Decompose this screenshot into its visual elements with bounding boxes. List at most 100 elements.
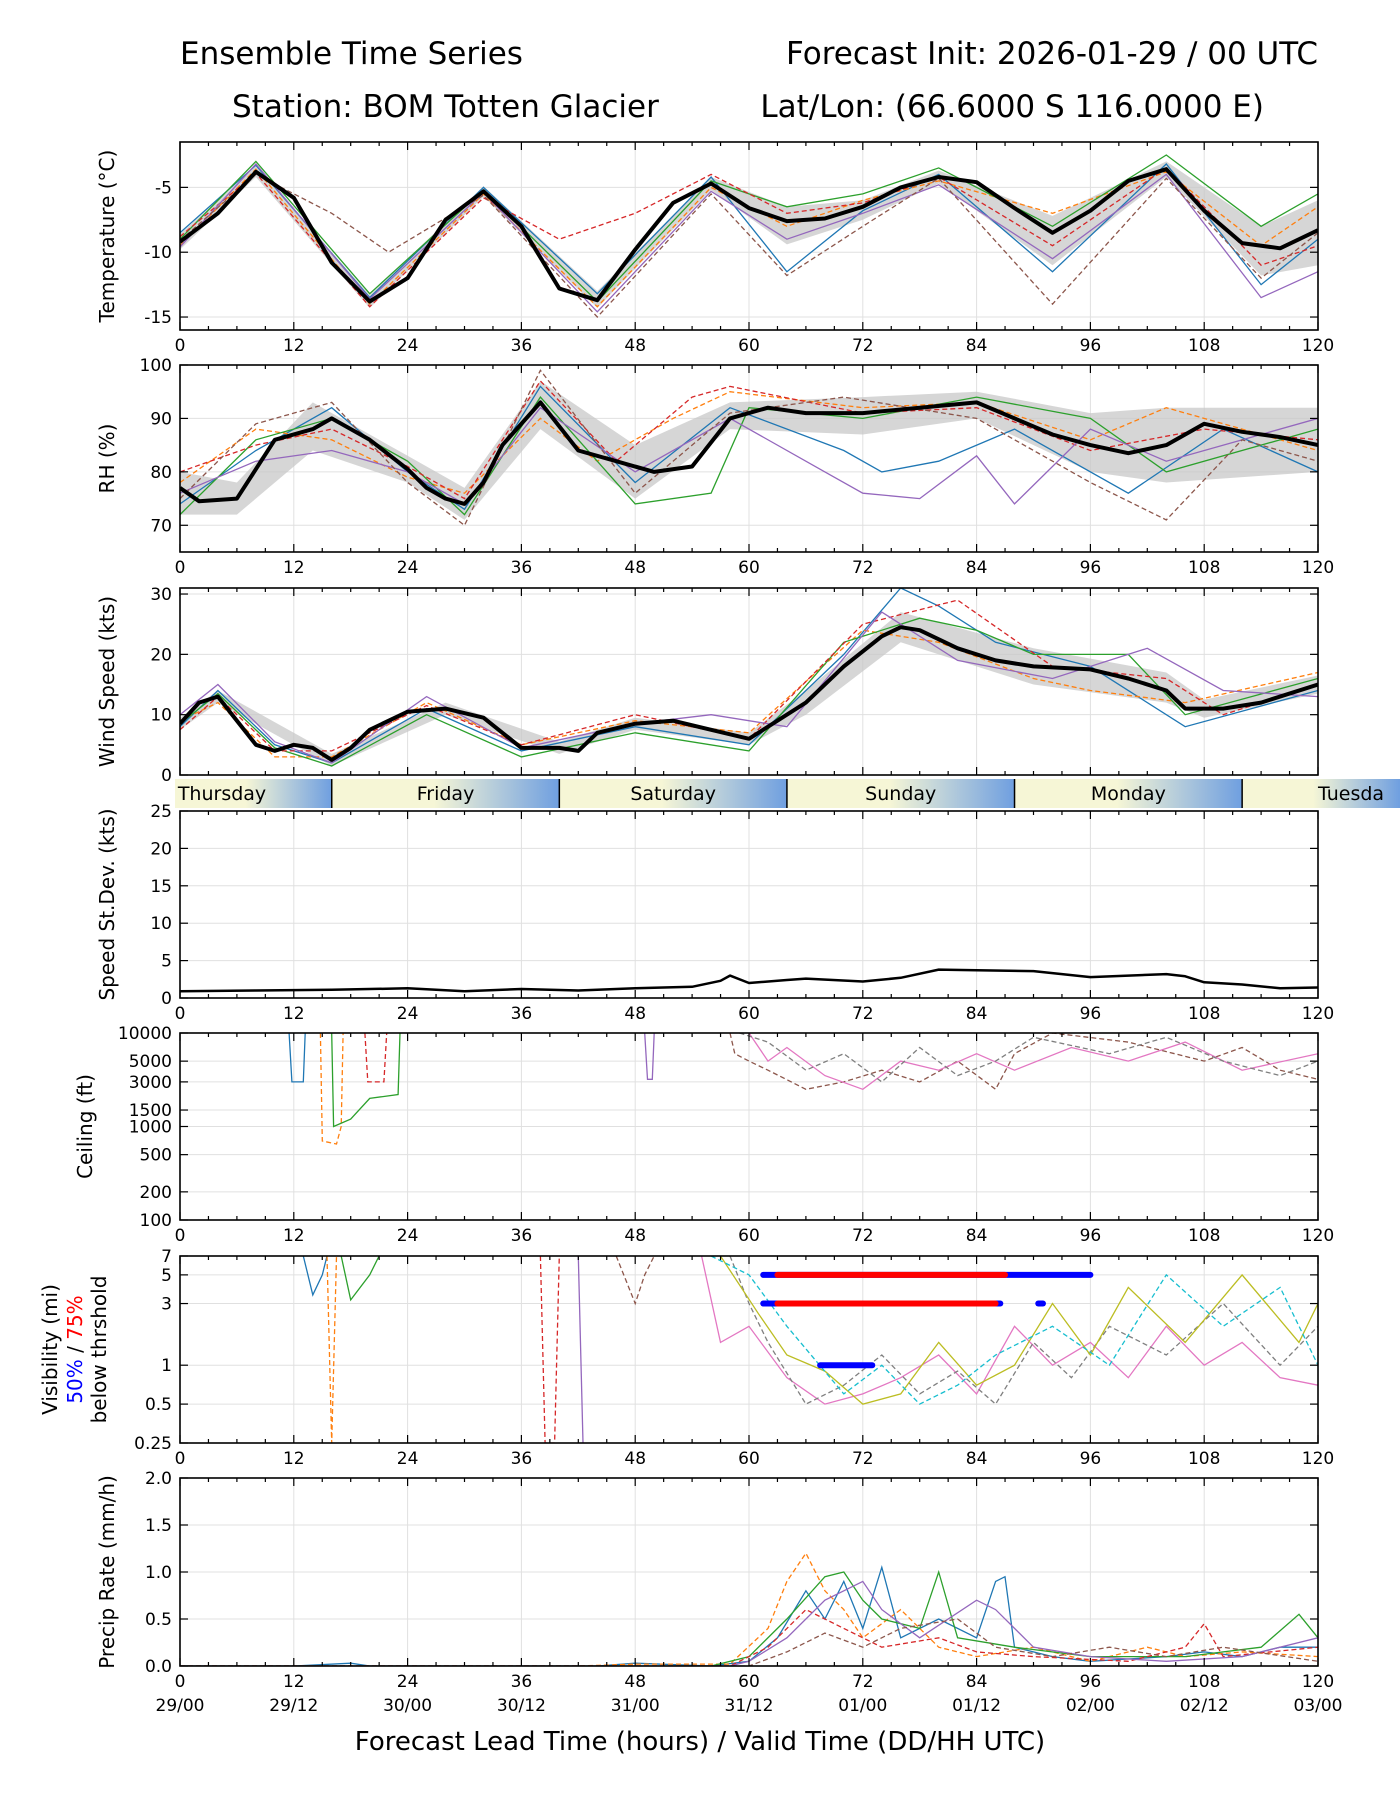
x-tick-label: 120 — [1302, 1672, 1334, 1692]
member-line — [577, 1256, 584, 1443]
y-tick-label: -15 — [144, 308, 172, 328]
x-tick-label: 24 — [397, 1672, 419, 1692]
y-tick-label: 20 — [150, 645, 172, 665]
panel-rh: 0 12 24 36 48 60 72 84 96 108 120 70 80 90 100 RH (%) — [95, 356, 1334, 578]
y-tick-label: 0.5 — [145, 1610, 172, 1630]
x-tick-label: 84 — [966, 1004, 988, 1024]
x-tick-label: 108 — [1188, 1226, 1220, 1246]
y-tick-label: 1.5 — [145, 1516, 172, 1536]
series-group — [288, 1033, 1318, 1145]
x-tick-label: 36 — [511, 1004, 533, 1024]
x-tick-label: 120 — [1302, 1449, 1334, 1469]
y-tick-label: 0.5 — [145, 1395, 172, 1415]
member-line — [180, 369, 1318, 527]
member-line — [180, 1569, 1318, 1666]
ensemble-mean-line — [180, 968, 1318, 993]
spread-band — [180, 612, 1318, 766]
y-tick-label: 500 — [140, 1146, 172, 1166]
y-tick-label: 0.0 — [145, 1657, 172, 1677]
x-tick-label: 0 — [175, 336, 186, 356]
member-line — [180, 1618, 1318, 1666]
member-line — [539, 1256, 560, 1443]
y-tick-label: -10 — [144, 243, 172, 263]
panel-speed_stdev: 0 12 24 36 48 60 72 84 96 108 120 0 5 10 15 20 25 Speed S… — [95, 802, 1334, 1024]
member-line — [302, 1256, 328, 1297]
x-tick-label: 120 — [1302, 1004, 1334, 1024]
x-tick-label: 12 — [283, 1672, 305, 1692]
y-axis-legend: 50% / 75% — [63, 1295, 87, 1403]
x-axis-valid-times: 29/00 29/12 30/00 30/12 31/00 31/12 01/00 01/12… — [156, 1696, 1343, 1716]
x-tick-label: 96 — [1080, 1226, 1102, 1246]
valid-time-label: 01/12 — [952, 1696, 1001, 1716]
y-tick-label: 0 — [161, 989, 172, 1009]
y-axis-label: Temperature (°C) — [95, 150, 119, 324]
y-tick-label: 3000 — [129, 1073, 172, 1093]
x-tick-label: 0 — [175, 1672, 186, 1692]
y-tick-label: 15 — [150, 877, 172, 897]
x-tick-label: 48 — [624, 336, 646, 356]
member-line — [180, 406, 1318, 505]
valid-time-label: 29/12 — [269, 1696, 318, 1716]
title-left-line2: Station: BOM Totten Glacier — [232, 89, 659, 125]
day-cell — [1242, 779, 1400, 808]
y-tick-label: 1000 — [129, 1118, 172, 1138]
x-tick-label: 72 — [852, 1226, 874, 1246]
x-tick-label: 12 — [283, 558, 305, 578]
y-tick-label: 80 — [150, 463, 172, 483]
x-tick-label: 72 — [852, 1449, 874, 1469]
x-tick-label: 48 — [624, 1226, 646, 1246]
valid-time-label: 03/00 — [1294, 1696, 1343, 1716]
member-line — [288, 1033, 306, 1083]
y-tick-label: 1500 — [129, 1101, 172, 1121]
grid — [179, 810, 1319, 999]
day-cell — [1014, 779, 1243, 808]
x-tick-label: 48 — [624, 1449, 646, 1469]
x-tick-label: 72 — [852, 1004, 874, 1024]
grid — [179, 142, 1319, 330]
y-ticks: 0.25 0.5 1 3 57 — [134, 1247, 1318, 1454]
y-axis-label: Wind Speed (kts) — [95, 596, 119, 767]
day-band: Thursday Friday Saturday Sunday Monday Tuesda — [175, 779, 1400, 808]
spread-band — [180, 161, 1318, 308]
valid-time-label: 30/00 — [383, 1696, 432, 1716]
member-line — [644, 1033, 655, 1080]
member-line — [180, 1551, 1318, 1666]
y-axis-label: Ceiling (ft) — [73, 1074, 97, 1179]
ensemble-mean-line — [180, 625, 1318, 762]
member-line — [729, 1033, 1318, 1091]
y-axis-label-below: below thrshold — [87, 1276, 111, 1424]
day-label: Thursday — [177, 783, 266, 805]
series-group — [180, 968, 1318, 993]
plot-panels: 0 12 24 36 48 60 72 84 96 108 120-15-10-5Temperatu… — [38, 141, 1334, 1692]
day-cell — [786, 779, 1015, 808]
x-tick-label: 72 — [852, 336, 874, 356]
member-line — [710, 1256, 1318, 1405]
x-tick-label: 0 — [175, 1004, 186, 1024]
member-line — [615, 1256, 655, 1306]
member-line — [700, 1256, 1318, 1405]
x-tick-label: 108 — [1188, 336, 1220, 356]
member-line — [180, 611, 1318, 764]
member-line — [180, 1580, 1318, 1666]
y-ticks: 0.0 0.5 1.0 1.5 2.0 — [145, 1469, 1318, 1677]
x-tick-label: 96 — [1080, 558, 1102, 578]
legend-75-percent: 75% — [63, 1295, 87, 1339]
member-line — [739, 1033, 1318, 1083]
x-tick-label: 84 — [966, 558, 988, 578]
y-tick-label: 2.0 — [145, 1469, 172, 1489]
title-left-line1: Ensemble Time Series — [180, 36, 523, 72]
x-tick-label: 24 — [397, 558, 419, 578]
x-tick-label: 36 — [511, 1672, 533, 1692]
x-tick-label: 60 — [738, 1004, 760, 1024]
x-tick-label: 36 — [511, 1449, 533, 1469]
day-cell — [331, 779, 560, 808]
x-tick-label: 24 — [397, 1226, 419, 1246]
x-tick-label: 0 — [175, 1449, 186, 1469]
day-label: Saturday — [630, 783, 716, 805]
member-line — [340, 1256, 380, 1302]
y-tick-label: 5 — [161, 952, 172, 972]
y-tick-label: 70 — [150, 516, 172, 536]
y-tick-label: 30 — [150, 585, 172, 605]
panel-ceiling: 0 12 24 36 48 60 72 84 96 108 120 100 200 500 10001500… — [73, 1024, 1334, 1246]
panel-precip_rate: 0 12 24 36 48 60 72 84 96 108 120 0.0 0.5 1.0 1.5 2.0 Pr… — [95, 1469, 1334, 1692]
